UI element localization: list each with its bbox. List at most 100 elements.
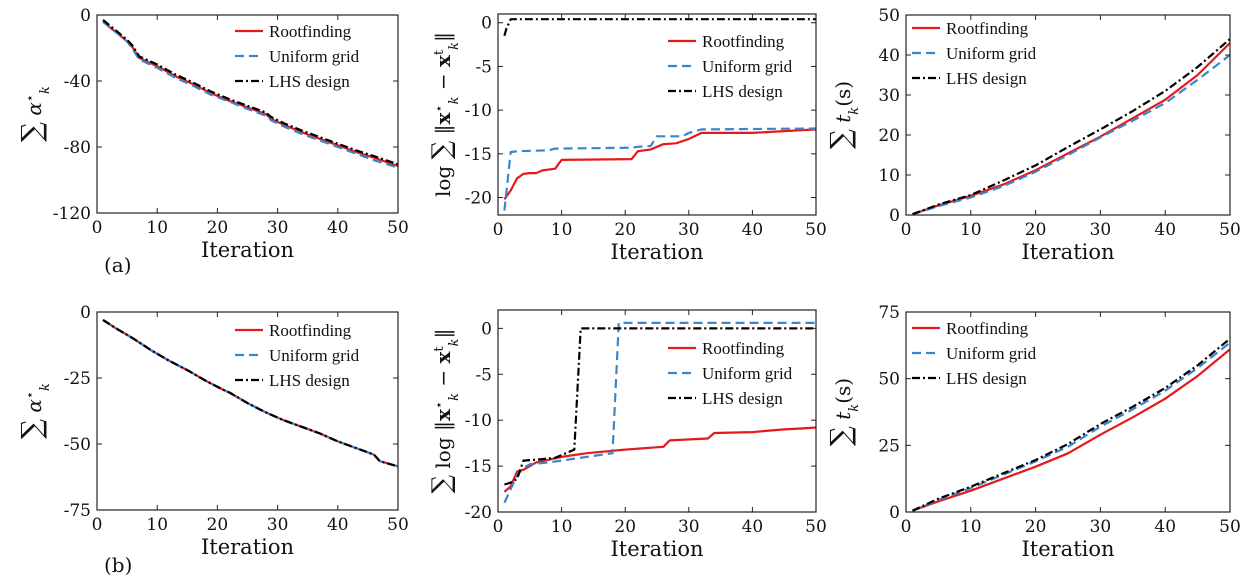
x-axis-title: Iteration (1021, 537, 1114, 561)
chart-panel-4: 0 10 20 30 40 50 0 -25 -50 -75 Iteration ∑ α⋆k Rootf… (15, 303, 409, 559)
x-tick-label: 50 (387, 515, 409, 535)
legend-label-uniform: Uniform grid (269, 47, 360, 66)
y-tick-label: 10 (878, 166, 900, 186)
legend-label-rootfinding: Rootfinding (702, 339, 785, 358)
y-tick-label: -75 (64, 501, 91, 521)
y-tick-label: -25 (64, 369, 91, 389)
legend-label-uniform: Uniform grid (702, 364, 793, 383)
x-tick-label: 40 (327, 515, 349, 535)
x-tick-label: 40 (742, 220, 764, 240)
legend-label-lhs: LHS design (946, 369, 1027, 388)
y-tick-label: 0 (80, 303, 91, 323)
legend-label-rootfinding: Rootfinding (269, 22, 352, 41)
x-tick-label: 30 (1090, 517, 1112, 537)
legend-label-uniform: Uniform grid (946, 44, 1037, 63)
y-tick-label: -15 (465, 145, 492, 165)
series-line-lhs (913, 39, 1231, 214)
y-tick-label: -20 (465, 503, 492, 523)
x-tick-label: 50 (805, 220, 827, 240)
x-tick-label: 10 (551, 517, 573, 537)
y-axis-title: ∑ tk(s) (824, 81, 862, 149)
legend-label-lhs: LHS design (946, 69, 1027, 88)
x-tick-label: 10 (551, 220, 573, 240)
plot-frame (906, 312, 1230, 512)
legend: Rootfinding Uniform grid LHS design (235, 321, 360, 390)
series-line-rootfinding (504, 129, 816, 199)
x-axis-title: Iteration (201, 238, 294, 262)
x-tick-label: 20 (1025, 220, 1047, 240)
y-tick-label: -10 (465, 411, 492, 431)
y-tick-label: -20 (465, 189, 492, 209)
legend: Rootfinding Uniform grid LHS design (668, 339, 793, 408)
legend-label-lhs: LHS design (269, 72, 350, 91)
y-axis-title: ∑ log ‖x⋆k − xtk‖ (427, 328, 462, 493)
x-tick-label: 10 (146, 515, 168, 535)
y-axis-title: ∑ α⋆k (15, 383, 53, 439)
legend-label-lhs: LHS design (269, 371, 350, 390)
x-tick-label: 0 (901, 517, 912, 537)
panel-label-a: (a) (104, 253, 132, 277)
legend-label-rootfinding: Rootfinding (269, 321, 352, 340)
y-tick-label: 0 (889, 206, 900, 226)
y-tick-label: 0 (889, 503, 900, 523)
legend-label-lhs: LHS design (702, 82, 783, 101)
x-tick-label: 20 (614, 220, 636, 240)
series-line-uniform (913, 343, 1231, 511)
legend: Rootfinding Uniform grid LHS design (912, 19, 1037, 88)
legend-label-uniform: Uniform grid (702, 57, 793, 76)
series-line-rootfinding (103, 22, 398, 166)
series-group (103, 20, 398, 168)
x-tick-label: 0 (92, 218, 103, 238)
legend-label-uniform: Uniform grid (946, 344, 1037, 363)
x-tick-label: 30 (1090, 220, 1112, 240)
y-axis-title: log ∑ ‖x⋆k − xtk‖ (427, 32, 462, 197)
x-tick-label: 40 (1154, 517, 1176, 537)
x-tick-label: 20 (207, 515, 229, 535)
series-group (913, 39, 1231, 214)
y-tick-label: 25 (878, 436, 900, 456)
y-tick-label: 20 (878, 126, 900, 146)
x-tick-label: 30 (267, 218, 289, 238)
series-line-lhs (913, 339, 1231, 511)
legend-label-rootfinding: Rootfinding (946, 19, 1029, 38)
chart-panel-1: 0 10 20 30 40 50 0 -40 -80 -120 Iteration ∑ α⋆k Root… (15, 6, 409, 262)
series-line-lhs (103, 320, 398, 467)
y-tick-label: -120 (53, 204, 91, 224)
y-tick-label: -40 (64, 72, 91, 92)
y-tick-label: -80 (64, 138, 91, 158)
x-axis-title: Iteration (1021, 240, 1114, 264)
legend: Rootfinding Uniform grid LHS design (668, 32, 793, 101)
panel-label-b: (b) (104, 553, 132, 577)
x-axis-title: Iteration (610, 240, 703, 264)
x-tick-label: 10 (146, 218, 168, 238)
x-tick-label: 20 (207, 218, 229, 238)
legend-label-rootfinding: Rootfinding (702, 32, 785, 51)
y-tick-label: 75 (878, 303, 900, 323)
x-axis-title: Iteration (201, 535, 294, 559)
y-tick-label: -50 (64, 435, 91, 455)
y-tick-label: 30 (878, 86, 900, 106)
legend-label-uniform: Uniform grid (269, 346, 360, 365)
y-tick-label: -10 (465, 101, 492, 121)
x-tick-label: 0 (901, 220, 912, 240)
series-group (913, 339, 1231, 511)
legend: Rootfinding Uniform grid LHS design (912, 319, 1037, 388)
y-tick-label: 40 (878, 46, 900, 66)
x-tick-label: 10 (960, 220, 982, 240)
chart-panel-6: 0 10 20 30 40 50 0 25 50 75 Iteration ∑ tk(s) Rootfi… (824, 303, 1241, 561)
x-tick-label: 0 (493, 517, 504, 537)
x-tick-label: 30 (678, 517, 700, 537)
legend: Rootfinding Uniform grid LHS design (235, 22, 360, 91)
series-line-uniform (103, 320, 398, 467)
y-tick-label: -5 (475, 365, 492, 385)
chart-panel-3: 0 10 20 30 40 50 0 10 20 30 40 50 Iteration ∑ tk(s) Ro… (824, 6, 1241, 264)
x-tick-label: 40 (1154, 220, 1176, 240)
y-tick-label: -5 (475, 57, 492, 77)
x-axis-title: Iteration (610, 537, 703, 561)
y-axis-title: ∑ α⋆k (15, 86, 53, 142)
x-tick-label: 20 (1025, 517, 1047, 537)
x-tick-label: 40 (742, 517, 764, 537)
chart-panel-5: 0 10 20 30 40 50 0 -5 -10 -15 -20 Iteration ∑ log ‖x… (427, 310, 827, 561)
x-tick-label: 20 (614, 517, 636, 537)
y-tick-label: 50 (878, 6, 900, 26)
